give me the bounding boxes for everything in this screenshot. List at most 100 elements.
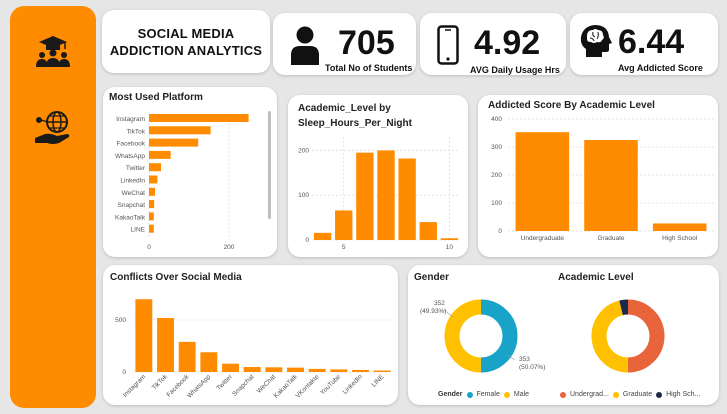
bar-sleep-6[interactable] (356, 152, 374, 240)
leader-line (506, 354, 516, 361)
bar-facebook[interactable] (149, 138, 199, 147)
y-tick-label: 200 (298, 147, 309, 154)
category-label-vkontakte: VKontakte (294, 373, 320, 399)
category-label-twitter: Twitter (215, 373, 234, 392)
y-tick-label: 0 (498, 228, 502, 235)
bar-sleep-8[interactable] (398, 158, 416, 240)
bar-snapchat[interactable] (149, 200, 155, 209)
category-label-youtube: YouTube (319, 373, 342, 396)
kpi-addicted-score-label: Avg Addicted Score (618, 63, 703, 73)
x-tick-label: 200 (224, 244, 235, 251)
category-label-graduate: Graduate (597, 235, 624, 242)
kpi-daily-usage-value: 4.92 (474, 24, 541, 62)
bar-sleep-5[interactable] (335, 210, 353, 240)
y-tick-label: 200 (491, 172, 502, 179)
bar-youtube[interactable] (330, 369, 348, 372)
x-tick-label: 10 (446, 244, 454, 251)
bar-sleep-7[interactable] (377, 150, 395, 240)
male-legend-dot (503, 391, 510, 398)
slice-high-sch[interactable] (619, 299, 629, 316)
bar-instagram[interactable] (135, 299, 153, 372)
bar-undergraduate[interactable] (515, 132, 570, 231)
sleep-hours-title-line2: Sleep_Hours_Per_Night (298, 118, 412, 129)
category-label-whatsapp: WhatsApp (186, 373, 212, 399)
person-icon (291, 26, 319, 65)
bar-twitter[interactable] (222, 363, 239, 372)
female-legend-label[interactable]: Female (476, 391, 500, 398)
most-used-platform-chart: Instagram TikTok Facebook WhatsApp Twitter Li… (115, 111, 271, 251)
sleep-hours-chart: 0 100 200 5 10 (298, 137, 460, 251)
category-label-instagram: Instagram (116, 116, 145, 123)
bar-sleep-10[interactable] (440, 238, 459, 240)
x-tick-label: 0 (147, 244, 151, 251)
category-label-line: LINE (370, 373, 386, 389)
x-tick-label: 5 (342, 244, 346, 251)
conflicts-card: Conflicts Over Social Media Instagram Tik… (103, 265, 398, 405)
y-tick-label: 300 (491, 144, 502, 151)
bar-line[interactable] (149, 224, 154, 233)
page-title-line1: SOCIAL MEDIA (137, 25, 235, 41)
highschool-legend-label[interactable]: High Sch... (666, 391, 701, 398)
bar-line[interactable] (373, 370, 391, 372)
kpi-daily-usage-label: AVG Daily Usage Hrs (470, 65, 560, 75)
gender-legend: Gender Female Male (438, 391, 529, 398)
male-legend-label[interactable]: Male (513, 391, 530, 398)
category-label-high-school: High School (662, 235, 698, 242)
bar-whatsapp[interactable] (200, 352, 218, 372)
conflicts-title: Conflicts Over Social Media (110, 272, 242, 283)
category-label-snapchat: Snapchat (118, 202, 146, 209)
bar-sleep-4[interactable] (313, 232, 332, 240)
category-label-undergraduate: Undergraduate (521, 235, 565, 242)
bar-whatsapp[interactable] (149, 150, 171, 159)
bar-kakaotalk[interactable] (287, 367, 304, 372)
category-label-wechat: WeChat (122, 190, 146, 197)
kpi-addicted-score-value: 6.44 (618, 23, 685, 61)
brain-head-icon (580, 25, 612, 57)
bar-facebook[interactable] (178, 341, 196, 372)
dashboard-title-card: SOCIAL MEDIA ADDICTION ANALYTICS (102, 10, 270, 73)
addicted-by-level-card: Addicted Score By Academic Level Undergr… (478, 95, 718, 257)
hand-globe-icon[interactable] (10, 110, 96, 146)
slice-undergrad[interactable] (627, 299, 665, 373)
bar-high-school[interactable] (652, 223, 707, 231)
graduate-legend-dot (612, 391, 619, 398)
graduate-legend-label[interactable]: Graduate (622, 391, 653, 398)
slice-graduate[interactable] (591, 300, 629, 373)
category-label-wechat: WeChat (256, 373, 278, 395)
y-tick-label: 100 (298, 192, 309, 199)
bar-linkedin[interactable] (352, 369, 369, 372)
bar-tiktok[interactable] (149, 126, 211, 135)
sleep-hours-title-line1: Academic_Level by (298, 103, 391, 114)
graduation-students-icon[interactable] (10, 34, 96, 68)
bar-kakaotalk[interactable] (149, 212, 154, 221)
category-label-linkedin: LinkedIn (120, 178, 145, 185)
smartphone-icon (437, 25, 459, 65)
y-tick-label: 0 (305, 237, 309, 244)
vertical-scrollbar[interactable] (268, 111, 271, 219)
undergrad-legend-dot (560, 391, 566, 398)
bar-vkontakte[interactable] (308, 368, 326, 372)
bar-graduate[interactable] (584, 140, 638, 231)
slice-female[interactable] (480, 299, 518, 373)
category-label-tiktok: TikTok (151, 373, 170, 392)
gender-title: Gender (414, 272, 450, 283)
bar-wechat[interactable] (149, 187, 155, 196)
bar-wechat[interactable] (265, 367, 283, 372)
female-legend-dot (466, 391, 473, 398)
category-label-snapchat: Snapchat (231, 373, 256, 398)
bar-tiktok[interactable] (157, 317, 174, 372)
bar-linkedin[interactable] (149, 175, 158, 184)
addicted-by-level-title: Addicted Score By Academic Level (488, 100, 655, 111)
category-label-line: LINE (131, 227, 146, 234)
page-title-line2: ADDICTION ANALYTICS (109, 42, 263, 58)
category-label-twitter: Twitter (126, 165, 146, 172)
bar-snapchat[interactable] (243, 367, 261, 372)
category-label-kakaotalk: KakaoTalk (115, 214, 146, 221)
bar-sleep-9[interactable] (419, 222, 437, 240)
bar-twitter[interactable] (149, 163, 161, 172)
bar-instagram[interactable] (149, 114, 249, 122)
slice-male[interactable] (444, 299, 482, 373)
undergrad-legend-label[interactable]: Undergrad... (570, 391, 609, 398)
category-label-tiktok: TikTok (126, 128, 145, 135)
